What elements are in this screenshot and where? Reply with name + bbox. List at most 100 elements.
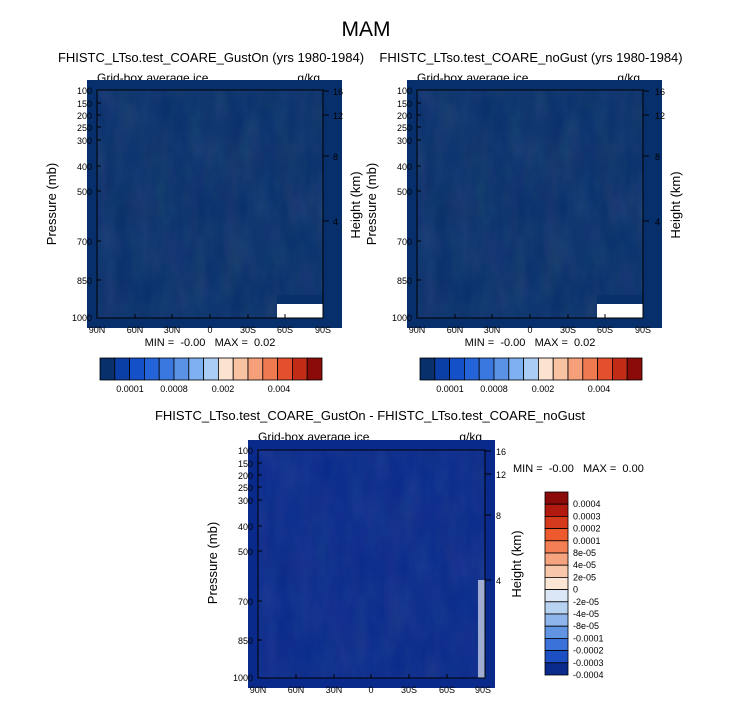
colorbar-cell [544, 650, 569, 664]
colorbar-label: 0.0001 [116, 384, 144, 394]
colorbar-cell [232, 357, 249, 381]
x-tick-label: 90S [635, 325, 651, 335]
colorbar-cell [544, 601, 569, 615]
colorbar-cell [582, 357, 598, 381]
colorbar-cell [626, 357, 643, 381]
field-label: Grid-box average ice [97, 71, 209, 85]
x-tick-label: 60S [597, 325, 613, 335]
x-tick-label: 0 [207, 325, 212, 335]
pressure-axis: 100 150 200 250 300 400 500 700 850 1000 [233, 446, 253, 683]
x-tick-label: 90S [475, 685, 491, 695]
height-tick-label: 8 [655, 152, 660, 162]
colorbar-label: 0.0008 [160, 384, 188, 394]
colorbar-label: -0.0003 [573, 658, 604, 668]
colorbar-label: 8e-05 [573, 548, 596, 558]
y-axis-label: Pressure (mb) [364, 163, 379, 245]
height-axis: 16 12 8 4 [323, 87, 343, 227]
pressure-axis: 100 150 200 250 300 400 500 700 850 1000 [72, 86, 92, 323]
colorbar-cell [114, 357, 131, 381]
colorbar-cell [544, 503, 569, 517]
colorbar-label: 0.0004 [573, 499, 601, 509]
y-axis-label: Pressure (mb) [205, 522, 220, 604]
colorbar-label: -0.0001 [573, 633, 604, 643]
height-tick-label: 4 [655, 217, 660, 227]
colorbar-label: -8e-05 [573, 621, 599, 631]
min-max-label: MIN = -0.00 MAX = 0.00 [513, 463, 644, 475]
colorbar-cell [538, 357, 554, 381]
pressure-ticks [97, 89, 101, 281]
x-tick-label: 30N [326, 685, 343, 695]
y-tick-label: 300 [238, 496, 253, 506]
y-tick-label: 150 [397, 99, 412, 109]
y-tick-label: 500 [397, 187, 412, 197]
colorbar-cell [217, 357, 234, 381]
y-tick-label: 700 [238, 597, 253, 607]
x-tick-label: 60N [288, 685, 305, 695]
colorbar-label: 0.002 [212, 384, 235, 394]
height-axis: 16 12 8 4 [643, 87, 665, 227]
colorbar-cell [544, 516, 569, 530]
y-tick-label: 200 [397, 111, 412, 121]
colorbar-cell [493, 357, 510, 381]
contour-field [97, 90, 342, 318]
y-tick-label: 200 [77, 111, 92, 121]
x-tick-label: 90N [250, 685, 267, 695]
y-axis-right-label: Height (km) [668, 171, 683, 238]
height-tick-label: 12 [655, 111, 665, 121]
height-tick-label: 4 [496, 576, 501, 586]
units-label: g/kg [297, 71, 320, 85]
colorbar: 0.0001 0.0008 0.002 0.004 [419, 357, 643, 394]
x-tick-label: 60N [127, 325, 144, 335]
y-tick-label: 1000 [233, 673, 253, 683]
colorbar-cell [478, 357, 495, 381]
colorbar-label: 0.0003 [573, 511, 601, 521]
contour-field [248, 440, 495, 688]
colorbar-cell [99, 357, 116, 381]
x-tick-label: 30S [401, 685, 417, 695]
colorbar-cell [544, 613, 569, 627]
units-label: g/kg [617, 71, 640, 85]
height-tick-label: 16 [655, 87, 665, 97]
y-tick-label: 100 [77, 86, 92, 96]
colorbar-cell [544, 625, 569, 639]
colorbar-label: 2e-05 [573, 572, 596, 582]
x-tick-label: 60N [447, 325, 464, 335]
y-axis-right-label: Height (km) [509, 530, 524, 597]
x-axis: 90N 60N 30N 0 30S 60S 90S [89, 314, 331, 335]
panel-gust-on: FHISTC_LTso.test_COARE_GustOn (yrs 1980-… [44, 50, 364, 394]
y-tick-label: 400 [77, 162, 92, 172]
colorbar-label: 0.004 [268, 384, 291, 394]
colorbar-label: -4e-05 [573, 609, 599, 619]
height-axis: 16 12 8 4 [485, 447, 506, 586]
x-tick-label: 90N [89, 325, 106, 335]
panel-title: FHISTC_LTso.test_COARE_noGust (yrs 1980-… [379, 50, 682, 65]
colorbar-cell [449, 357, 465, 381]
colorbar-label: 0.0001 [573, 536, 601, 546]
colorbar-cell [544, 552, 569, 566]
colorbar-label: 0.0001 [436, 384, 464, 394]
colorbar-cell [544, 662, 569, 676]
height-tick-label: 12 [496, 470, 506, 480]
colorbar-cell [544, 638, 569, 652]
figure-title: MAM [342, 18, 391, 41]
colorbar-cell [523, 357, 539, 381]
y-tick-label: 700 [397, 237, 412, 247]
y-tick-label: 150 [238, 459, 253, 469]
colorbar-label: 0.002 [532, 384, 555, 394]
colorbar-label: 0 [573, 585, 578, 595]
colorbar-cell [129, 357, 145, 381]
colorbar-cell [143, 357, 160, 381]
y-tick-label: 400 [397, 162, 412, 172]
colorbar-cell [203, 357, 219, 381]
colorbar-label: -0.0004 [573, 670, 604, 680]
x-axis: 90N 60N 30N 0 30S 60S 90S [409, 314, 651, 335]
y-tick-label: 100 [397, 86, 412, 96]
field-label: Grid-box average ice [417, 71, 529, 85]
colorbar-label: 0.004 [588, 384, 611, 394]
y-tick-label: 250 [77, 123, 92, 133]
x-tick-label: 30N [484, 325, 501, 335]
colorbar-cell [277, 357, 293, 381]
colorbar-cell [188, 357, 205, 381]
y-tick-label: 250 [238, 483, 253, 493]
